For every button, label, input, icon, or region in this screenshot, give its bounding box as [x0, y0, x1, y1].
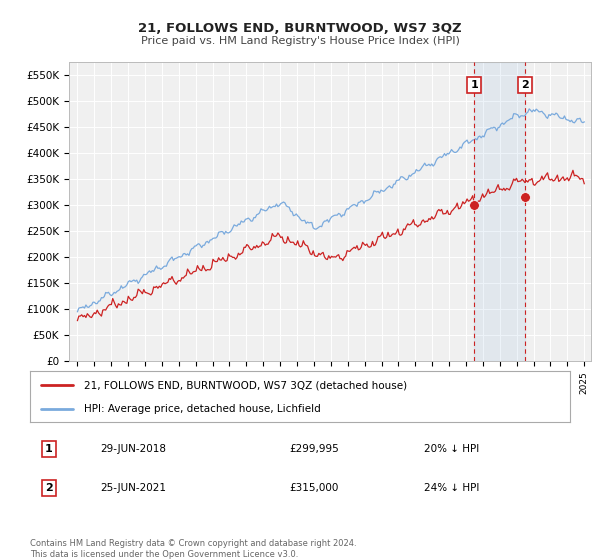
- Text: £315,000: £315,000: [289, 483, 338, 493]
- Text: Price paid vs. HM Land Registry's House Price Index (HPI): Price paid vs. HM Land Registry's House …: [140, 36, 460, 46]
- Text: HPI: Average price, detached house, Lichfield: HPI: Average price, detached house, Lich…: [84, 404, 321, 414]
- Text: 21, FOLLOWS END, BURNTWOOD, WS7 3QZ (detached house): 21, FOLLOWS END, BURNTWOOD, WS7 3QZ (det…: [84, 380, 407, 390]
- Text: 2: 2: [521, 80, 529, 90]
- Text: 20% ↓ HPI: 20% ↓ HPI: [424, 444, 479, 454]
- Text: 21, FOLLOWS END, BURNTWOOD, WS7 3QZ: 21, FOLLOWS END, BURNTWOOD, WS7 3QZ: [138, 22, 462, 35]
- Text: 1: 1: [470, 80, 478, 90]
- Text: 25-JUN-2021: 25-JUN-2021: [100, 483, 166, 493]
- Text: 29-JUN-2018: 29-JUN-2018: [100, 444, 166, 454]
- Bar: [474, 62, 525, 361]
- Text: Contains HM Land Registry data © Crown copyright and database right 2024.
This d: Contains HM Land Registry data © Crown c…: [30, 539, 356, 559]
- Text: 2: 2: [45, 483, 53, 493]
- Text: 1: 1: [45, 444, 53, 454]
- Text: £299,995: £299,995: [289, 444, 339, 454]
- Text: 24% ↓ HPI: 24% ↓ HPI: [424, 483, 479, 493]
